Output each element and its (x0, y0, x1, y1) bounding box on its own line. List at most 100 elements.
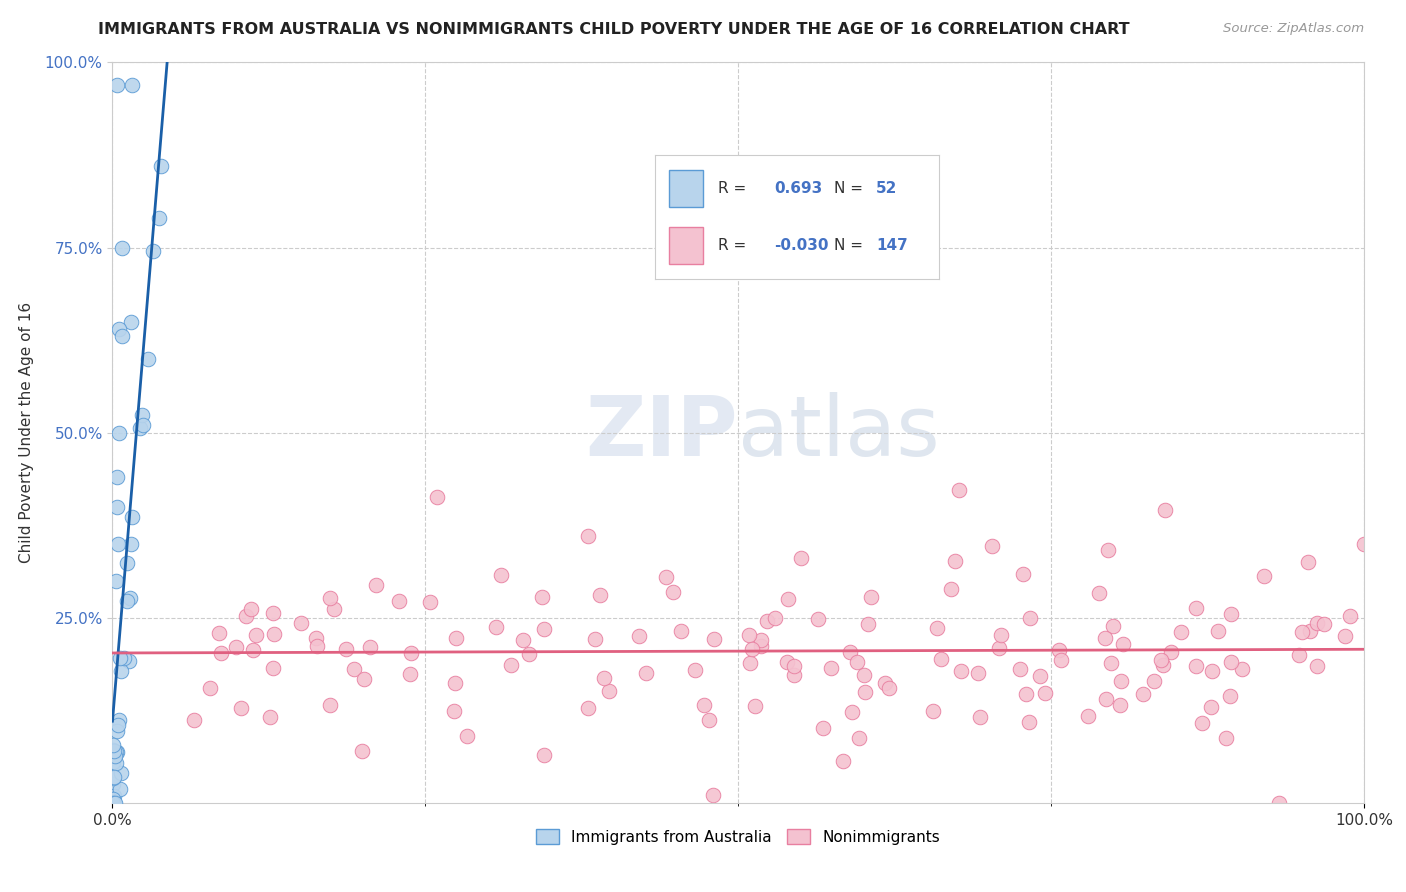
Point (512, 633, 534, 648)
Point (444, 631, 467, 645)
Point (877, 681, 900, 695)
Point (776, 655, 799, 669)
Text: N =: N = (834, 238, 863, 252)
Point (1230, 662, 1253, 676)
Point (105, 574, 128, 588)
Point (103, 747, 125, 762)
Point (783, 667, 806, 681)
Text: Source: ZipAtlas.com: Source: ZipAtlas.com (1223, 22, 1364, 36)
Point (105, 78, 128, 92)
Point (1313, 616, 1336, 631)
Point (783, 659, 806, 673)
Point (353, 673, 375, 687)
Point (343, 662, 366, 676)
Point (1108, 698, 1130, 712)
Point (120, 536, 142, 550)
Point (987, 640, 1010, 655)
Point (108, 782, 131, 797)
Point (855, 684, 877, 698)
Point (1199, 699, 1222, 714)
Point (118, 654, 141, 668)
Point (1215, 731, 1237, 745)
Point (305, 640, 328, 654)
Point (1185, 601, 1208, 615)
Point (1353, 536, 1375, 550)
Point (1097, 542, 1119, 557)
Point (107, 500, 129, 514)
Point (101, 792, 124, 806)
Point (1219, 655, 1241, 669)
Point (1099, 657, 1122, 671)
Point (198, 681, 221, 695)
Point (398, 666, 420, 681)
Point (749, 639, 772, 653)
Text: N =: N = (834, 181, 863, 196)
Point (1306, 658, 1329, 673)
Point (1268, 796, 1291, 810)
Point (1298, 555, 1320, 569)
Point (969, 709, 991, 723)
Text: -0.030: -0.030 (775, 238, 828, 252)
Point (925, 621, 948, 635)
Point (949, 664, 972, 678)
Point (848, 731, 870, 745)
Point (738, 656, 761, 670)
Point (335, 642, 357, 657)
Point (1143, 674, 1166, 689)
Point (576, 700, 599, 714)
Point (108, 322, 131, 336)
Point (749, 632, 772, 647)
Point (401, 646, 423, 660)
Point (485, 620, 508, 634)
Point (1184, 659, 1206, 673)
Point (136, 351, 159, 366)
Point (981, 540, 1004, 554)
Point (323, 602, 346, 616)
Point (744, 699, 766, 714)
Point (697, 713, 720, 727)
Point (105, 470, 128, 484)
Point (105, 756, 128, 771)
Point (1132, 687, 1154, 701)
Point (831, 754, 853, 768)
Point (183, 713, 205, 727)
Point (318, 698, 340, 712)
Point (115, 594, 138, 608)
Point (103, 744, 125, 758)
Point (1253, 569, 1275, 583)
Point (807, 612, 830, 626)
Point (259, 709, 281, 723)
Point (1170, 624, 1192, 639)
Point (107, 425, 129, 440)
Point (628, 629, 651, 643)
Point (948, 483, 970, 498)
Text: 147: 147 (876, 238, 908, 252)
Point (929, 652, 952, 666)
Point (142, 244, 165, 258)
Point (533, 622, 555, 636)
Point (120, 591, 142, 605)
Point (104, 749, 127, 764)
Point (839, 645, 862, 659)
Point (1035, 685, 1057, 699)
Point (1095, 692, 1118, 706)
Point (489, 568, 512, 582)
Point (583, 632, 606, 646)
Point (1011, 566, 1033, 581)
Point (693, 698, 716, 712)
Point (922, 704, 945, 718)
Point (1305, 616, 1327, 631)
Point (1077, 709, 1099, 723)
Point (1150, 653, 1173, 667)
Point (741, 642, 763, 657)
Point (103, 796, 125, 810)
Point (101, 796, 124, 810)
Point (1191, 715, 1213, 730)
Point (1049, 653, 1071, 667)
Point (364, 578, 387, 592)
Point (103, 789, 125, 804)
Point (211, 646, 233, 660)
Point (242, 642, 264, 657)
Point (111, 240, 134, 255)
Point (778, 591, 800, 606)
